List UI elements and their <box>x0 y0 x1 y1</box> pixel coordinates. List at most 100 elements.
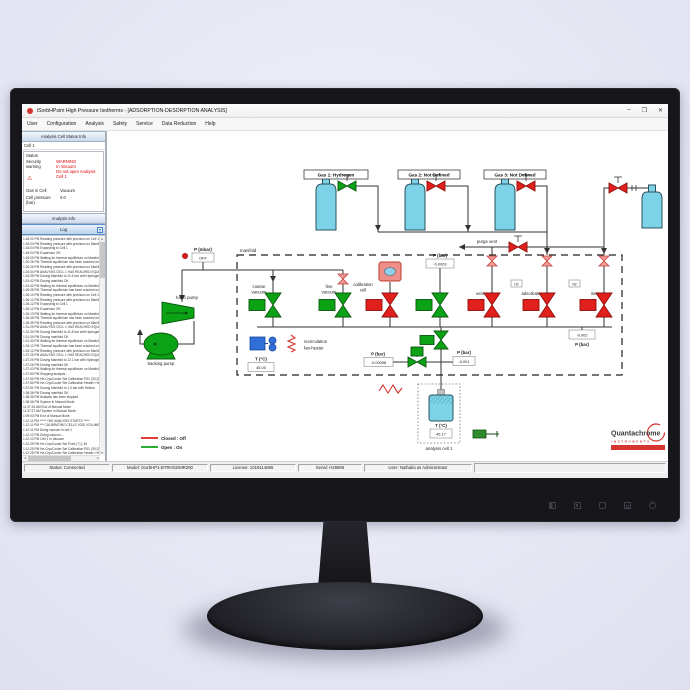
turbo-pump[interactable] <box>161 301 195 325</box>
recirculation-fan <box>249 336 277 352</box>
valve-purge-vent[interactable] <box>508 235 528 253</box>
scroll-left-arrow[interactable] <box>23 457 26 459</box>
menu-item[interactable]: User <box>27 121 38 127</box>
gas-in-cell-value: Vacuum <box>60 188 76 193</box>
log-entry: 1:24:35 PM Dosing Manifold to 11.5 bar w… <box>23 274 99 279</box>
analysis-info-header[interactable]: Analysis Info <box>22 213 105 224</box>
scroll-right-arrow[interactable] <box>96 457 99 459</box>
t-manifold-box <box>247 362 275 372</box>
log-vertical-scrollbar[interactable] <box>99 236 105 455</box>
menu-item[interactable]: Safety <box>112 121 128 127</box>
p-relief-box <box>363 357 394 367</box>
purge-arrow <box>459 244 465 250</box>
scroll-thumb[interactable] <box>100 242 105 278</box>
menu-item[interactable]: Data Reduction <box>161 121 197 127</box>
cell-heater-coil-icon <box>378 383 403 395</box>
valve-gas1[interactable] <box>337 174 357 192</box>
valve-vent[interactable] <box>467 292 501 318</box>
analysis-cell-boundary <box>417 383 461 444</box>
warning-line: WARNING <box>56 159 77 164</box>
cell-pipe <box>393 327 455 395</box>
log-entry: 1:31:30 PM Waiting for thermal equilibri… <box>23 339 99 344</box>
log-entry: 1:18:04 PM Reading pressure with precisi… <box>23 241 99 246</box>
scroll-thumb[interactable] <box>28 456 71 461</box>
log-entry: 1:31:29 PM ANALYSIS CELL 1 HAS REACHED E… <box>23 325 99 330</box>
statusbar-user: User: Nathalia as Administrator <box>364 463 472 472</box>
app-icon <box>27 107 33 114</box>
t-manifold-label: T (°C) <box>255 357 267 362</box>
log-export-icon[interactable] <box>97 226 103 233</box>
p-right-value: -0.002 <box>576 333 587 338</box>
log-entry: 1:37:51 PM Dosing Manifold to 1.0 bar wi… <box>23 386 95 390</box>
gas1-cylinder <box>315 176 337 231</box>
log-entry: 1:37:25 PM ANALYSIS CELL 1 HAS REACHED E… <box>23 353 99 358</box>
log-entry: 1:12:11 PM ***** THE ANALYSIS STARTS ***… <box>23 418 90 423</box>
menu-item[interactable]: Configuration <box>46 121 77 127</box>
check-valve-inert <box>598 255 610 267</box>
scroll-down-arrow[interactable] <box>101 451 103 454</box>
minimize-button[interactable]: – <box>627 107 631 113</box>
pipe <box>491 266 605 293</box>
valve-fine-vacuum[interactable] <box>318 292 352 318</box>
log-entry: 1:12:25 PM He-CryoCooler Set Point (°C):… <box>23 441 88 446</box>
maximize-button[interactable]: ❐ <box>641 108 647 114</box>
log-entry: 1:18:04 PM Expansion OK <box>23 250 61 255</box>
cell-tab[interactable]: Cell 1 <box>22 142 105 150</box>
log-entry: 1:12:12 PM Doing vacuum ... <box>23 432 65 437</box>
gas3-label: Gas 3: Not Defined <box>494 173 535 178</box>
statusbar-serial: Serial: H29885 <box>298 463 362 472</box>
valve-gas2[interactable] <box>426 174 446 192</box>
valve-calibration-cell[interactable] <box>365 292 399 318</box>
log-entry: 1:24:42 PM Waiting for thermal equilibri… <box>23 283 99 288</box>
warning-line: Do not open Analysis Cell 1 <box>56 169 96 179</box>
heater-coil-icon <box>286 334 297 353</box>
log-entry: 1:18:05 PM Waiting for thermal equilibri… <box>23 255 99 260</box>
valve-gas4[interactable] <box>608 176 628 194</box>
inert-gas: N2 <box>572 283 576 287</box>
t-cell-label: T (°C) <box>435 423 447 428</box>
p-mbar-label: P (mbar) <box>194 247 212 252</box>
statusbar-filler <box>474 462 666 473</box>
log-entry: 1:18:02 PM Reading pressure with precisi… <box>23 237 99 241</box>
adsorbate-gas: H2 <box>514 283 518 287</box>
valve-cell-isolation[interactable] <box>419 330 449 350</box>
log-header[interactable]: Log <box>22 224 105 235</box>
monitor-menu-button <box>599 502 606 509</box>
gas2-label-box <box>397 169 461 180</box>
log-entry: 1:26:05 PM Thermal equilibrium has been … <box>23 288 99 293</box>
gas2-label: Gas 2: Not Defined <box>408 173 449 178</box>
monitor-bezel: iSorbHPsim High Pressure Isotherms - [AD… <box>10 88 680 522</box>
gas2-cylinder <box>404 176 426 231</box>
backing-pump[interactable] <box>143 332 179 360</box>
valve-inert[interactable] <box>579 292 613 318</box>
recirculation-label: recirculation <box>304 339 328 344</box>
vent-label: vent <box>476 291 485 296</box>
valve-relief[interactable] <box>407 346 427 368</box>
p-manifold-value: -0.0003 <box>433 262 446 267</box>
log-list: 1:18:02 PM Reading pressure with precisi… <box>23 237 99 455</box>
gas1-label-box <box>303 169 369 180</box>
status-label: Status <box>26 153 38 158</box>
valve-coarse-vacuum[interactable] <box>248 292 282 318</box>
log-entry: 1:12:11 PM *** CALIBRATING CELLS VOID VO… <box>23 423 99 428</box>
scroll-up-arrow[interactable] <box>101 237 103 240</box>
log-horizontal-scrollbar[interactable] <box>22 455 100 461</box>
menu-item[interactable]: Help <box>205 121 216 127</box>
valve-adsorbate[interactable] <box>522 292 556 318</box>
check-valve-vent <box>486 255 498 267</box>
menu-item[interactable]: Analysis <box>85 121 104 127</box>
log-panel: 1:18:02 PM Reading pressure with precisi… <box>22 235 105 461</box>
flow-arrow <box>179 295 185 301</box>
valve-manifold-transducer[interactable] <box>415 292 449 318</box>
valve-gas3[interactable] <box>516 174 536 192</box>
log-entry: 1:31:30 PM Dosing manifold OK <box>23 334 69 339</box>
log-header-label: Log <box>60 227 67 232</box>
log-entry: 1:12:13 PM Cell 1 in Vacuum <box>23 437 65 442</box>
vacuum-pipe <box>181 262 343 302</box>
log-entry: 1:38:36 PM Analysis has been stopped <box>23 395 79 400</box>
menu-item[interactable]: Service <box>136 121 153 127</box>
p-relief-label: P (bar) <box>371 352 385 357</box>
fine-vacuum-label: fine <box>326 284 334 289</box>
close-button[interactable]: ✕ <box>657 108 663 114</box>
security-warning-label: Security warning <box>26 159 42 169</box>
